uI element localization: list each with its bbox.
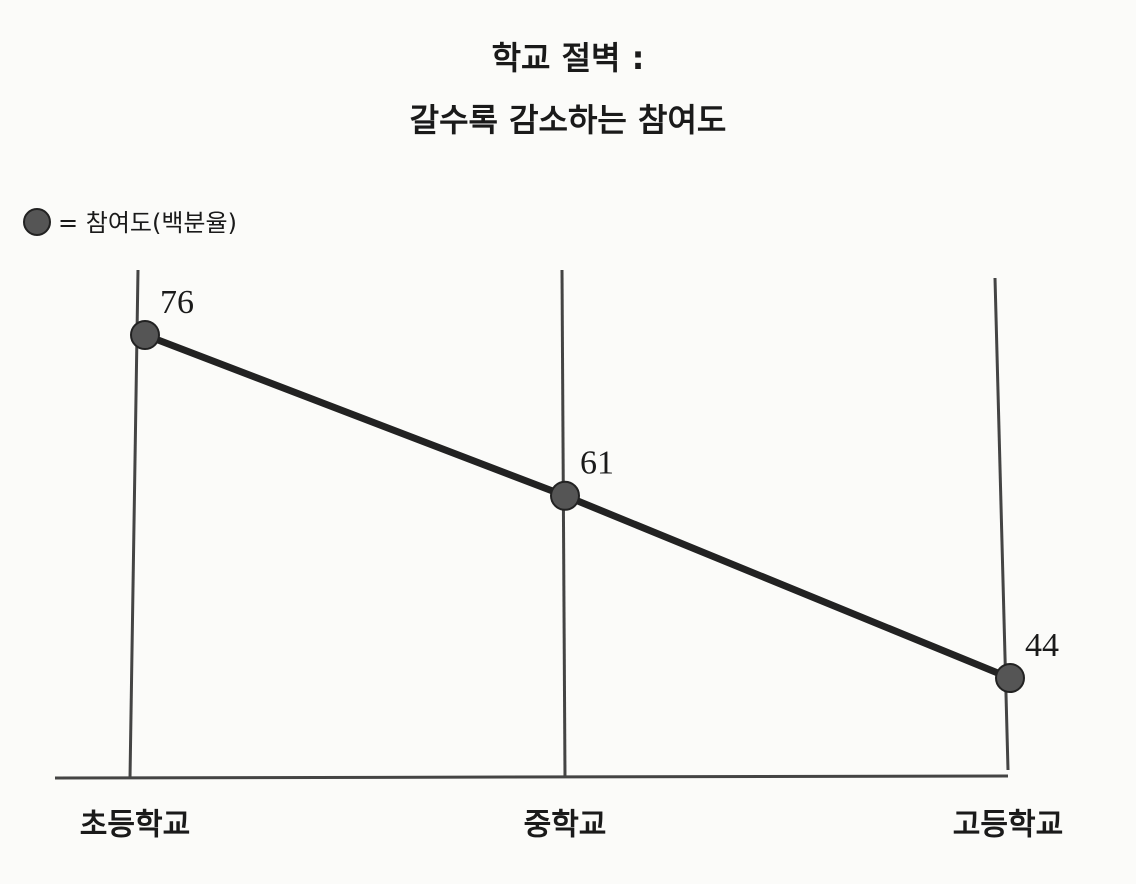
chart-title: 학교 절벽 : <box>492 39 645 77</box>
guide-line <box>993 277 1010 771</box>
x-tick-label: 고등학교 <box>953 808 1063 843</box>
line <box>143 331 1012 682</box>
point <box>130 320 160 350</box>
x-tick-label: 중학교 <box>524 808 607 843</box>
point <box>995 663 1025 693</box>
x-tick-label: 초등학교 <box>80 808 190 843</box>
value-label: 76 <box>160 284 194 321</box>
point <box>550 480 580 511</box>
guide-line <box>560 269 567 779</box>
legend-marker <box>23 208 51 236</box>
value-label: 44 <box>1025 627 1059 664</box>
guide-line <box>128 269 140 779</box>
value-label: 61 <box>580 445 614 482</box>
legend-label: = 참여도(백분율) <box>58 209 237 237</box>
baseline <box>54 774 1009 780</box>
chart-title: 갈수록 감소하는 참여도 <box>410 101 727 139</box>
